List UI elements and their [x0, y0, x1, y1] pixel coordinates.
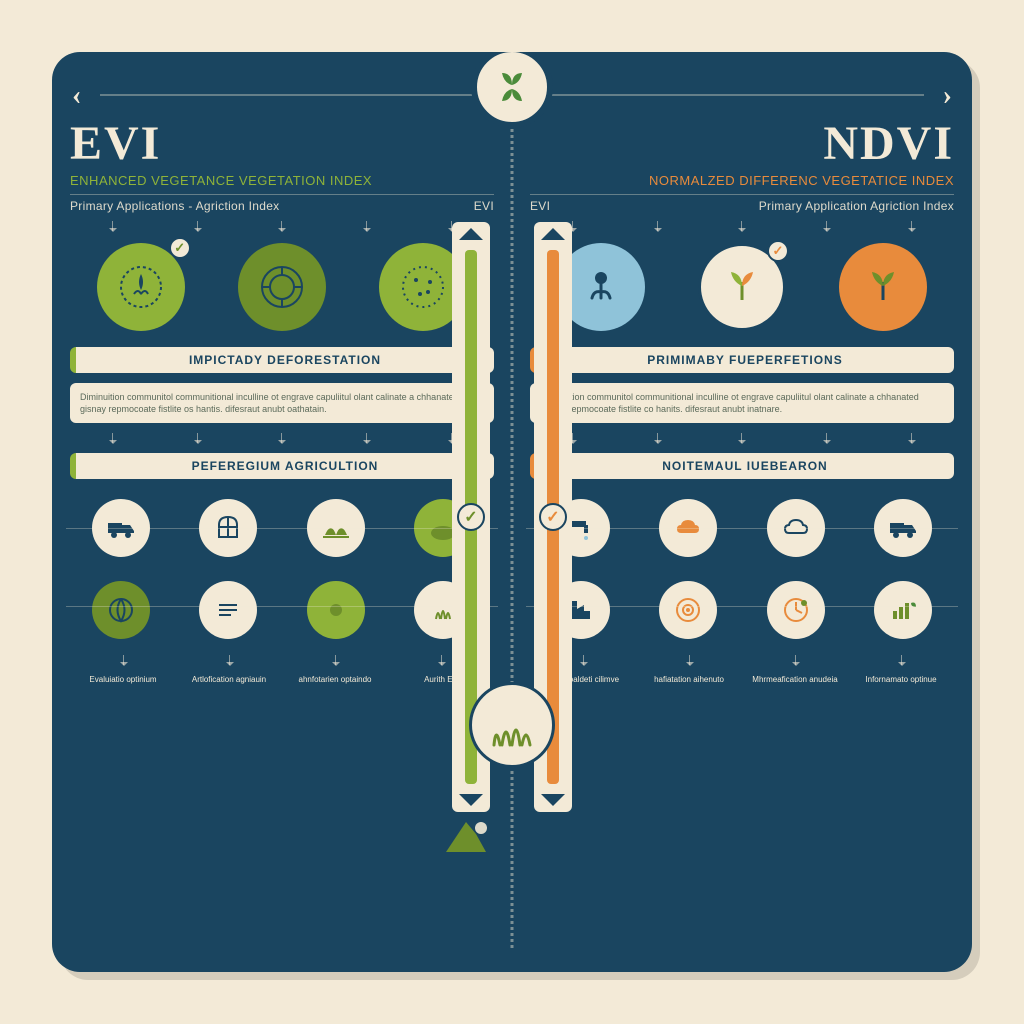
- leaf-icon: [490, 65, 534, 109]
- ndvi-banner-1: PRIMIMABY FUEPERFETIONS: [530, 347, 954, 373]
- ndvi-subtitle: NORMALZED DIFFERENC VEGETATICE INDEX: [530, 173, 954, 188]
- ndvi-lbl-3: Mhrmeafication anudeia: [742, 675, 848, 685]
- evi-subtitle: ENHANCED VEGETANCE VEGETATION INDEX: [70, 173, 494, 188]
- ndvi-icon-1: [557, 243, 645, 331]
- ndvi-icon-grid: [530, 491, 954, 647]
- evi-banner-2: PEFEREGIUM AGRICULTION: [70, 453, 494, 479]
- ndvi-primary-row: EVI Primary Application Agriction Index: [530, 199, 954, 213]
- ndvi-banner-2: NOITEMAUL IUEBEARON: [530, 453, 954, 479]
- ndvi-icon-3: [839, 243, 927, 331]
- evi-primary-right: EVI: [474, 199, 494, 213]
- ndvi-description: Diminuition communitol communitional inc…: [530, 383, 954, 423]
- ndvi-panel: NDVI NORMALZED DIFFERENC VEGETATICE INDE…: [512, 52, 972, 972]
- center-grass-circle: [469, 682, 555, 768]
- evi-description: Diminuition communitol communitional inc…: [70, 383, 494, 423]
- bars-leaf-icon: [874, 581, 932, 639]
- ndvi-primary-right: Primary Application Agriction Index: [759, 199, 954, 213]
- evi-primary-row: Primary Applications - Agriction Index E…: [70, 199, 494, 213]
- center-divider: [511, 122, 514, 948]
- evi-panel: EVI ENHANCED VEGETANCE VEGETATION INDEX …: [52, 52, 512, 972]
- evi-banner-1: IMPICTADY DEFORESTATION: [70, 347, 494, 373]
- evi-title: EVI: [70, 116, 494, 171]
- evi-lbl-3: ahnfotarien optaindo: [282, 675, 388, 685]
- gauge-clock-icon: [767, 581, 825, 639]
- text-lines-icon: [199, 581, 257, 639]
- ndvi-primary-left: EVI: [530, 199, 550, 213]
- olive-dot-icon: [307, 581, 365, 639]
- evi-icon-3: [379, 243, 467, 331]
- comparison-card: ‹ › ✓ ✓ EVI ENHANCE: [52, 52, 972, 972]
- evi-icon-2: [238, 243, 326, 331]
- ndvi-title: NDVI: [530, 116, 954, 171]
- ndvi-lbl-1: Inatimoaldeti cilimve: [530, 675, 636, 685]
- evi-icon-grid: [70, 491, 494, 647]
- check-icon: ✓: [767, 240, 789, 262]
- evi-lbl-4: Aurith EV: [388, 675, 494, 685]
- leaf-globe-icon: [92, 581, 150, 639]
- evi-bottom-labels: Evaluiatio optinium Artlofication agniau…: [70, 675, 494, 685]
- factory-icon: [552, 581, 610, 639]
- evi-lbl-1: Evaluiatio optinium: [70, 675, 176, 685]
- evi-lbl-2: Artlofication agniauin: [176, 675, 282, 685]
- target-dot-icon: [659, 581, 717, 639]
- check-icon: ✓: [169, 237, 191, 259]
- grass-tuft-icon: [414, 581, 472, 639]
- ndvi-icon-2: ✓: [698, 243, 786, 331]
- ndvi-lbl-2: hafiatation aihenuto: [636, 675, 742, 685]
- evi-icon-row: ✓: [70, 243, 494, 331]
- ndvi-icon-row: ✓: [530, 243, 954, 331]
- ndvi-bottom-labels: Inatimoaldeti cilimve hafiatation aihenu…: [530, 675, 954, 685]
- evi-primary-left: Primary Applications - Agriction Index: [70, 199, 280, 213]
- ndvi-lbl-4: Infornamato optinue: [848, 675, 954, 685]
- evi-icon-1: ✓: [97, 243, 185, 331]
